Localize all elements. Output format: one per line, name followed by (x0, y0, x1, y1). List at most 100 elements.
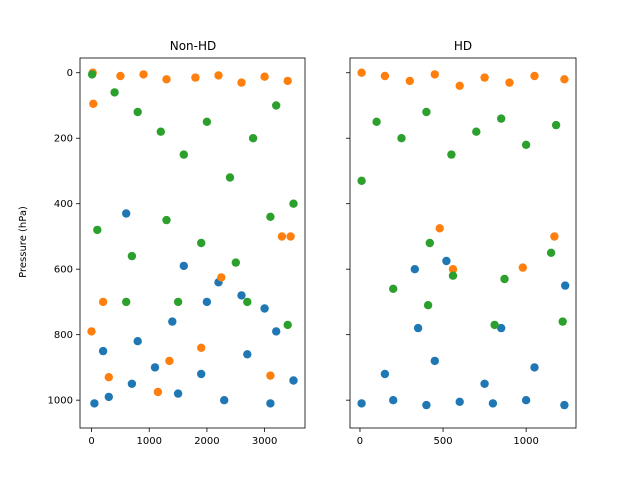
point-0-15 (497, 323, 506, 333)
point-0-17 (179, 261, 188, 271)
point-1-0 (357, 68, 366, 77)
point-1-1 (116, 71, 125, 81)
point-1-9 (89, 99, 98, 109)
point-2-7 (248, 134, 258, 143)
hd-panel: HD 0 500 1000 (346, 39, 577, 447)
point-0-9 (480, 379, 489, 388)
point-2-3 (422, 107, 431, 117)
point-1-12 (104, 373, 114, 382)
point-2-18 (243, 297, 252, 307)
point-0-10 (530, 363, 539, 372)
point-1-3 (162, 75, 171, 84)
point-2-12 (162, 215, 171, 225)
x-tick-label-0: 0 (357, 436, 363, 447)
point-2-17 (173, 297, 183, 307)
point-1-19 (217, 273, 226, 282)
point-0-6 (560, 400, 569, 410)
point-0-3 (150, 363, 160, 372)
point-0-1 (389, 396, 398, 405)
point-2-9 (389, 284, 398, 293)
point-2-6 (497, 114, 506, 123)
point-1-4 (455, 81, 464, 91)
point-2-13 (546, 248, 556, 257)
point-0-15 (272, 327, 281, 336)
point-2-15 (423, 301, 433, 310)
point-0-8 (430, 356, 439, 366)
non-hd-ticks: 0 1000 2000 3000 0 200 400 600 800 1000 (48, 68, 278, 447)
x-tick-label-2: 1000 (513, 436, 538, 447)
point-0-1 (104, 392, 114, 402)
point-0-5 (197, 369, 206, 379)
y-tick-label-3: 600 (54, 265, 73, 276)
point-2-3 (156, 127, 165, 136)
x-tick-label-2: 2000 (194, 436, 219, 447)
point-0-12 (442, 256, 451, 266)
point-2-0 (87, 70, 97, 79)
x-tick-label-3: 3000 (252, 436, 277, 447)
point-0-14 (413, 323, 423, 333)
point-2-1 (110, 88, 119, 97)
point-0-6 (220, 396, 229, 405)
point-2-16 (490, 320, 499, 330)
point-0-8 (266, 399, 275, 408)
point-1-1 (380, 71, 390, 81)
point-1-3 (430, 70, 439, 79)
point-0-5 (521, 396, 531, 405)
y-tick-label-1: 200 (54, 134, 73, 145)
point-1-7 (260, 72, 269, 81)
point-1-5 (214, 71, 223, 80)
point-1-9 (435, 224, 444, 233)
point-2-0 (357, 176, 366, 185)
hd-title: HD (454, 39, 472, 53)
point-1-6 (237, 78, 246, 87)
point-1-12 (550, 232, 559, 241)
point-1-10 (448, 265, 458, 274)
point-2-4 (179, 150, 188, 159)
y-axis-label: Pressure (hPa) (18, 206, 29, 278)
point-1-13 (153, 387, 163, 397)
point-0-7 (380, 369, 390, 379)
point-1-18 (277, 232, 287, 241)
point-2-14 (558, 317, 567, 326)
point-1-16 (266, 371, 275, 380)
hd-frame (349, 57, 577, 429)
non-hd-points (87, 68, 298, 408)
point-2-1 (372, 117, 381, 127)
point-2-8 (272, 101, 281, 110)
point-0-2 (127, 379, 137, 388)
point-0-11 (133, 337, 142, 346)
point-0-13 (202, 297, 212, 307)
point-2-7 (521, 140, 531, 149)
point-0-4 (173, 389, 183, 398)
point-1-11 (98, 297, 108, 307)
point-2-19 (283, 320, 292, 330)
point-1-10 (87, 327, 96, 336)
point-2-16 (122, 297, 131, 307)
point-0-14 (237, 291, 246, 300)
point-0-3 (455, 397, 464, 406)
point-0-2 (422, 400, 431, 410)
hd-ticks: 0 500 1000 (346, 72, 539, 447)
point-2-5 (472, 127, 481, 136)
point-0-0 (357, 399, 366, 408)
point-2-8 (551, 120, 561, 130)
x-tick-label-1: 1000 (137, 436, 162, 447)
point-2-2 (397, 134, 406, 143)
point-1-14 (165, 356, 174, 366)
x-tick-label-1: 500 (434, 436, 453, 447)
point-1-2 (405, 76, 414, 86)
point-1-8 (283, 76, 292, 86)
point-0-4 (488, 399, 498, 408)
point-2-5 (202, 117, 212, 127)
point-2-13 (197, 238, 206, 248)
point-2-6 (225, 173, 235, 182)
y-tick-label-4: 800 (54, 330, 73, 341)
point-0-12 (168, 317, 177, 326)
non-hd-panel: Non-HD Pressure (hPa) 0 1000 2000 3000 0 200 4… (18, 39, 306, 447)
point-0-9 (289, 376, 298, 385)
point-2-12 (500, 274, 509, 284)
point-1-11 (518, 263, 527, 272)
point-0-10 (98, 346, 108, 356)
point-1-7 (530, 71, 539, 81)
